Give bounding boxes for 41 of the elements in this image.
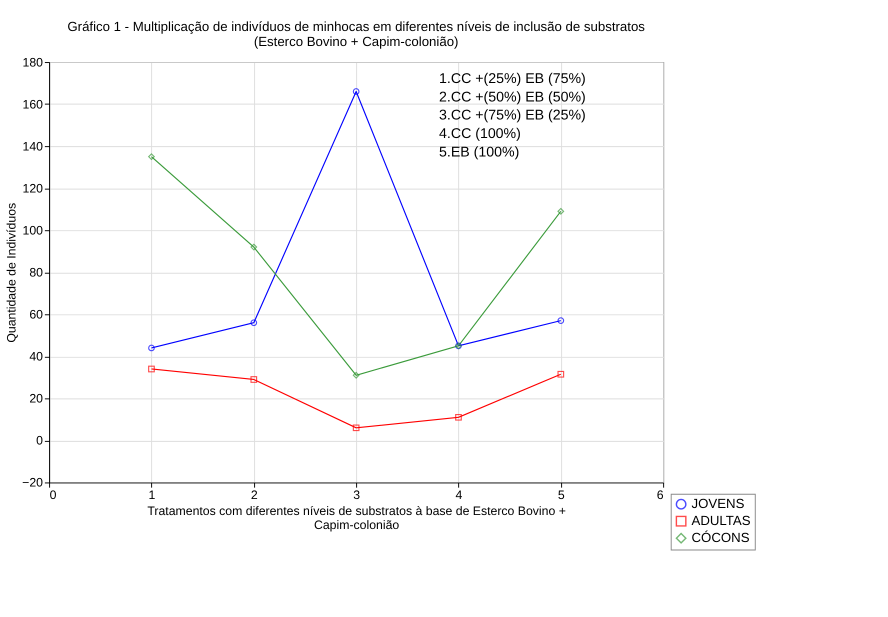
annotation: 1.CC +(25%) EB (75%): [439, 70, 586, 87]
y-tick-label: 80: [29, 266, 44, 280]
x-axis-title: Tratamentos com diferentes níveis de substratos à base de Esterco Bovino + Capim-colonião: [147, 504, 566, 532]
annotation: 3.CC +(75%) EB (25%): [439, 108, 586, 124]
y-tick-label: 40: [29, 350, 44, 364]
chart-subtitle: (Esterco Bovino + Capim-colonião): [254, 34, 458, 50]
annotation: 4.CC (100%): [439, 126, 521, 142]
chart-title: Gráfico 1 - Multiplicação de indivíduos de minhocas em diferentes níveis de inclusão de substratos: [67, 18, 646, 34]
point: [148, 366, 155, 372]
y-tick-label: 60: [29, 308, 44, 322]
legend-label: ADULTAS: [692, 512, 751, 528]
point: [250, 376, 258, 383]
point: [352, 372, 360, 379]
y-tick-label: 180: [22, 55, 44, 70]
x-tick-label: 2: [250, 488, 258, 502]
y-tick-label: 0: [36, 434, 44, 448]
y-tick-label: −20: [22, 476, 44, 490]
legend-label: JOVENS: [692, 496, 745, 511]
x-tick-label: 4: [456, 488, 463, 502]
point: [148, 153, 155, 160]
point: [250, 244, 258, 250]
annotation: 5.EB (100%): [439, 144, 520, 161]
y-tick-label: 20: [29, 392, 44, 406]
x-tick-label: 1: [148, 488, 156, 502]
annotation: 2.CC +(50%) EB (50%): [439, 89, 586, 106]
point: [352, 424, 360, 432]
legend-label: CÓCONS: [692, 530, 750, 545]
x-tick-label: 3: [353, 488, 360, 502]
x-tick-label: 0: [50, 488, 57, 502]
y-tick-label: 160: [22, 97, 44, 112]
y-axis-title: Quantidade de Indivíduos: [4, 202, 19, 343]
y-tick-label: 140: [22, 139, 44, 154]
point: [352, 88, 360, 95]
y-tick-label: 120: [22, 181, 44, 196]
point: [557, 208, 564, 215]
x-tick-label: 5: [558, 488, 565, 502]
x-tick-label: 6: [656, 488, 664, 502]
y-tick-label: 100: [22, 223, 44, 238]
point: [557, 370, 564, 378]
point: [250, 319, 258, 326]
point: [455, 414, 462, 421]
